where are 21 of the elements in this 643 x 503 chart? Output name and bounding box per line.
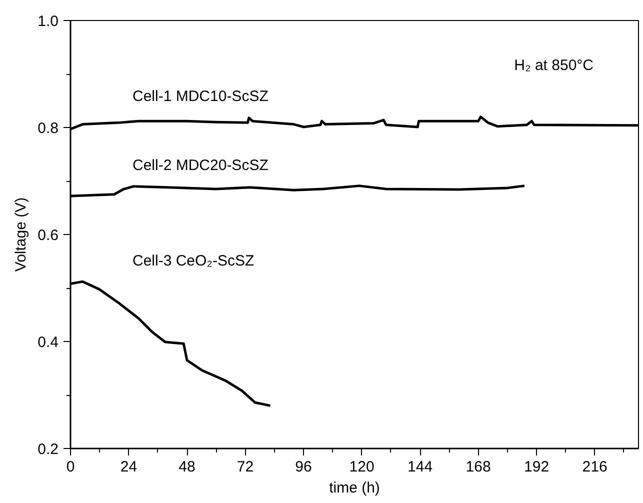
- x-axis-title: time (h): [329, 480, 380, 496]
- x-tick-label: 216: [582, 458, 608, 476]
- x-tick-label: 48: [178, 458, 196, 476]
- y-tick-label: 0.4: [38, 334, 59, 351]
- text: Cell-3 CeO₂-ScSZ: [132, 252, 254, 270]
- y-tick-label: 0.8: [38, 120, 59, 137]
- x-tick-label: 72: [236, 458, 254, 476]
- y-axis-title: Voltage (V): [12, 197, 30, 272]
- series-label: Cell-2 MDC20-ScSZ: [132, 156, 268, 174]
- x-tick-label: 96: [295, 458, 312, 476]
- y-tick-label: 0.2: [38, 441, 59, 458]
- y-tick-label: 0.6: [38, 227, 59, 244]
- annotation: H₂ at 850°C: [514, 57, 594, 74]
- series-label: Cell-1 MDC10-ScSZ: [132, 88, 268, 105]
- x-tick-label: 24: [120, 458, 138, 476]
- x-tick-label: 120: [349, 458, 374, 476]
- x-tick-label: 192: [524, 458, 550, 476]
- x-tick-label: 0: [66, 458, 75, 476]
- x-tick-label: 144: [408, 458, 433, 476]
- x-tick-label: 168: [466, 458, 491, 476]
- y-tick-label: 1.0: [38, 13, 59, 30]
